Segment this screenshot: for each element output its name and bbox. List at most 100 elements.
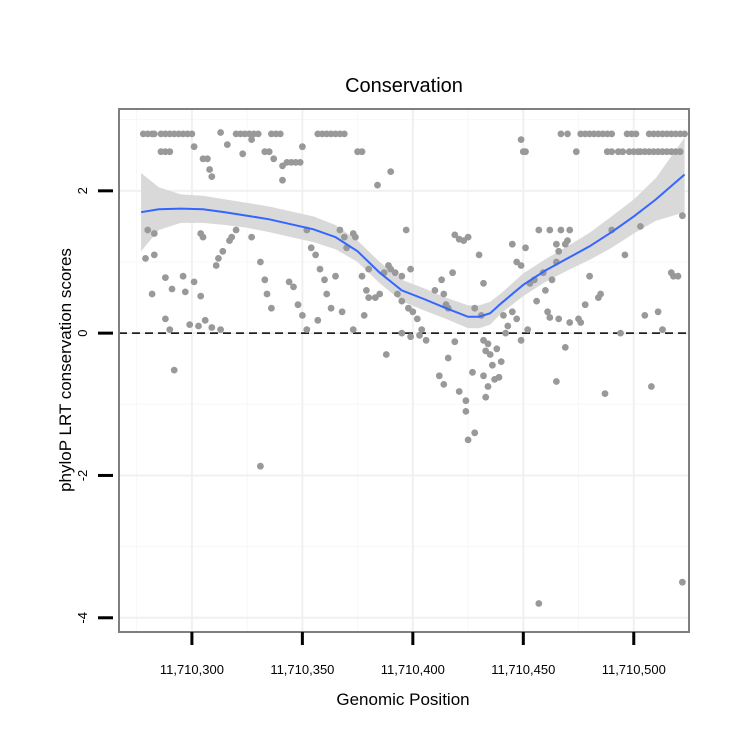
data-point <box>168 285 176 293</box>
y-tick-label: 0 <box>75 329 90 336</box>
data-point <box>471 304 479 312</box>
data-point <box>451 338 459 346</box>
data-point <box>170 366 178 374</box>
data-point <box>314 316 322 324</box>
x-axis-title: Genomic Position <box>336 690 469 709</box>
data-point <box>387 168 395 176</box>
data-point <box>442 301 450 309</box>
data-point <box>451 231 459 239</box>
data-point <box>555 315 563 323</box>
data-point <box>418 326 426 333</box>
data-point <box>435 372 443 380</box>
data-point <box>659 326 666 333</box>
data-point <box>407 333 414 341</box>
data-point <box>391 269 399 277</box>
axis-layer: 11,710,300 11,710,350 11,710,400 11,710,450… <box>75 187 666 677</box>
data-point <box>495 373 503 381</box>
data-point <box>597 290 604 298</box>
x-tick-label: 11,710,350 <box>270 662 334 677</box>
data-point <box>542 287 549 294</box>
data-point <box>228 233 236 241</box>
data-point <box>475 251 483 259</box>
data-point <box>416 331 423 339</box>
data-point <box>546 226 554 234</box>
data-point <box>197 292 205 300</box>
points-layer <box>139 129 688 607</box>
y-tick-label: 2 <box>75 187 90 194</box>
data-point <box>349 326 357 333</box>
data-point <box>480 279 487 287</box>
data-point <box>398 297 406 305</box>
data-point <box>204 155 211 163</box>
data-point <box>572 148 580 156</box>
data-point <box>150 251 158 259</box>
data-point <box>352 233 359 241</box>
data-point <box>338 308 346 316</box>
data-point <box>336 226 344 234</box>
data-point <box>327 304 335 312</box>
data-point <box>444 354 452 362</box>
data-point <box>484 340 492 348</box>
data-point <box>566 319 574 326</box>
data-point <box>358 148 366 156</box>
data-point <box>208 324 216 331</box>
data-point <box>621 251 629 259</box>
data-point <box>144 226 152 234</box>
data-point <box>332 272 339 280</box>
data-point <box>181 288 189 296</box>
data-point <box>464 233 472 241</box>
y-tick-label: -4 <box>75 612 90 624</box>
data-point <box>508 240 516 248</box>
data-point <box>648 383 655 390</box>
data-point <box>268 304 275 312</box>
x-tick-label: 11,710,500 <box>602 662 666 677</box>
data-point <box>321 276 328 284</box>
data-point <box>535 600 543 607</box>
data-point <box>674 272 682 280</box>
data-point <box>402 226 410 234</box>
data-point <box>217 326 225 333</box>
data-point <box>162 315 169 323</box>
data-point <box>398 329 406 337</box>
data-point <box>575 315 582 323</box>
data-point <box>469 368 476 376</box>
data-point <box>553 240 560 248</box>
x-tick-label: 11,710,300 <box>160 662 224 677</box>
data-point <box>679 578 686 586</box>
data-point <box>413 315 421 323</box>
data-point <box>617 329 624 337</box>
x-tick-label: 11,710,450 <box>491 662 555 677</box>
data-point <box>564 237 571 245</box>
data-point <box>363 287 370 294</box>
data-point <box>179 272 187 280</box>
data-point <box>257 258 264 266</box>
data-point <box>517 262 525 269</box>
data-point <box>557 226 565 234</box>
data-point <box>248 136 256 144</box>
confidence-band-layer <box>141 137 685 329</box>
data-point <box>462 397 470 405</box>
data-point <box>634 148 642 156</box>
data-point <box>374 181 381 189</box>
data-point <box>502 329 509 337</box>
data-point <box>270 155 278 163</box>
data-point <box>166 326 174 333</box>
data-point <box>548 276 556 284</box>
data-point <box>431 287 439 294</box>
data-point <box>438 276 445 284</box>
data-point <box>486 351 494 358</box>
data-point <box>676 148 684 156</box>
data-point <box>206 166 214 173</box>
data-point <box>201 316 209 324</box>
data-point <box>504 322 512 330</box>
data-point <box>581 301 589 309</box>
data-point <box>394 290 401 298</box>
data-point <box>553 378 560 385</box>
data-point <box>455 388 463 395</box>
data-point <box>464 436 472 444</box>
data-point <box>150 230 158 237</box>
data-point <box>382 351 390 358</box>
data-point <box>358 272 366 280</box>
